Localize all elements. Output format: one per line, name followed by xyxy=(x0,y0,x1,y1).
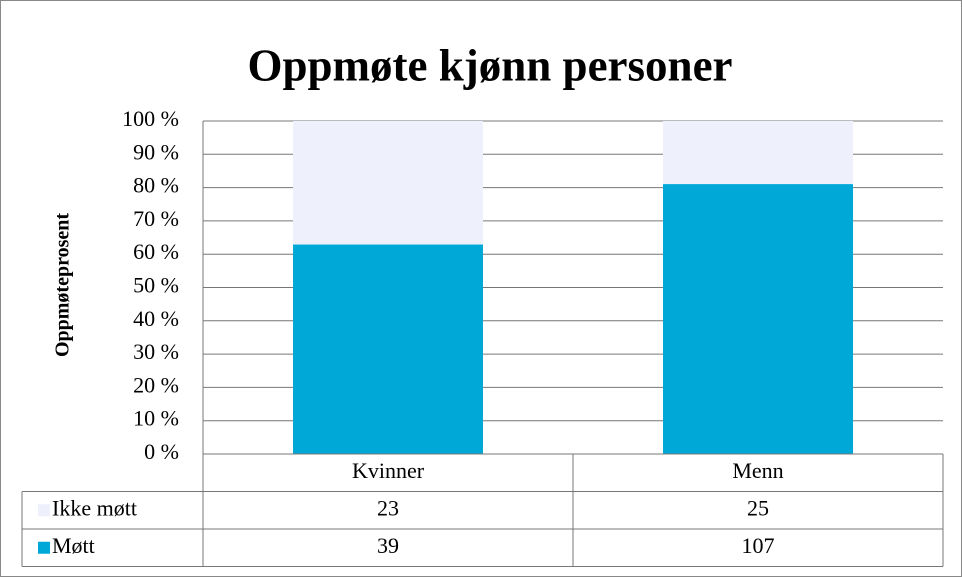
y-tick-label: 30 % xyxy=(133,339,179,364)
bar-segment xyxy=(293,244,483,454)
y-tick-label: 0 % xyxy=(144,439,179,464)
y-tick-label: 20 % xyxy=(133,372,179,397)
legend-label: Ikke møtt xyxy=(52,495,137,520)
table-category: Menn xyxy=(732,458,783,483)
bar-segment xyxy=(293,121,483,245)
y-tick-label: 50 % xyxy=(133,273,179,298)
table-value: 39 xyxy=(377,533,399,558)
y-tick-label: 70 % xyxy=(133,206,179,231)
legend-label: Møtt xyxy=(52,533,95,558)
legend-swatch xyxy=(38,504,50,517)
y-tick-label: 80 % xyxy=(133,173,179,198)
table-value: 107 xyxy=(742,533,775,558)
y-tick-label: 60 % xyxy=(133,239,179,264)
y-axis-label: Oppmøteprosent xyxy=(52,213,74,357)
chart-title: Oppmøte kjønn personer xyxy=(247,40,732,90)
y-tick-label: 10 % xyxy=(133,406,179,431)
y-tick-label: 40 % xyxy=(133,306,179,331)
legend-swatch xyxy=(38,541,50,554)
y-tick-label: 100 % xyxy=(122,106,179,131)
table-value: 23 xyxy=(377,495,399,520)
table-category: Kvinner xyxy=(352,458,425,483)
table-value: 25 xyxy=(747,495,769,520)
bar-segment xyxy=(663,121,853,185)
bar-segment xyxy=(663,184,853,454)
y-tick-label: 90 % xyxy=(133,139,179,164)
